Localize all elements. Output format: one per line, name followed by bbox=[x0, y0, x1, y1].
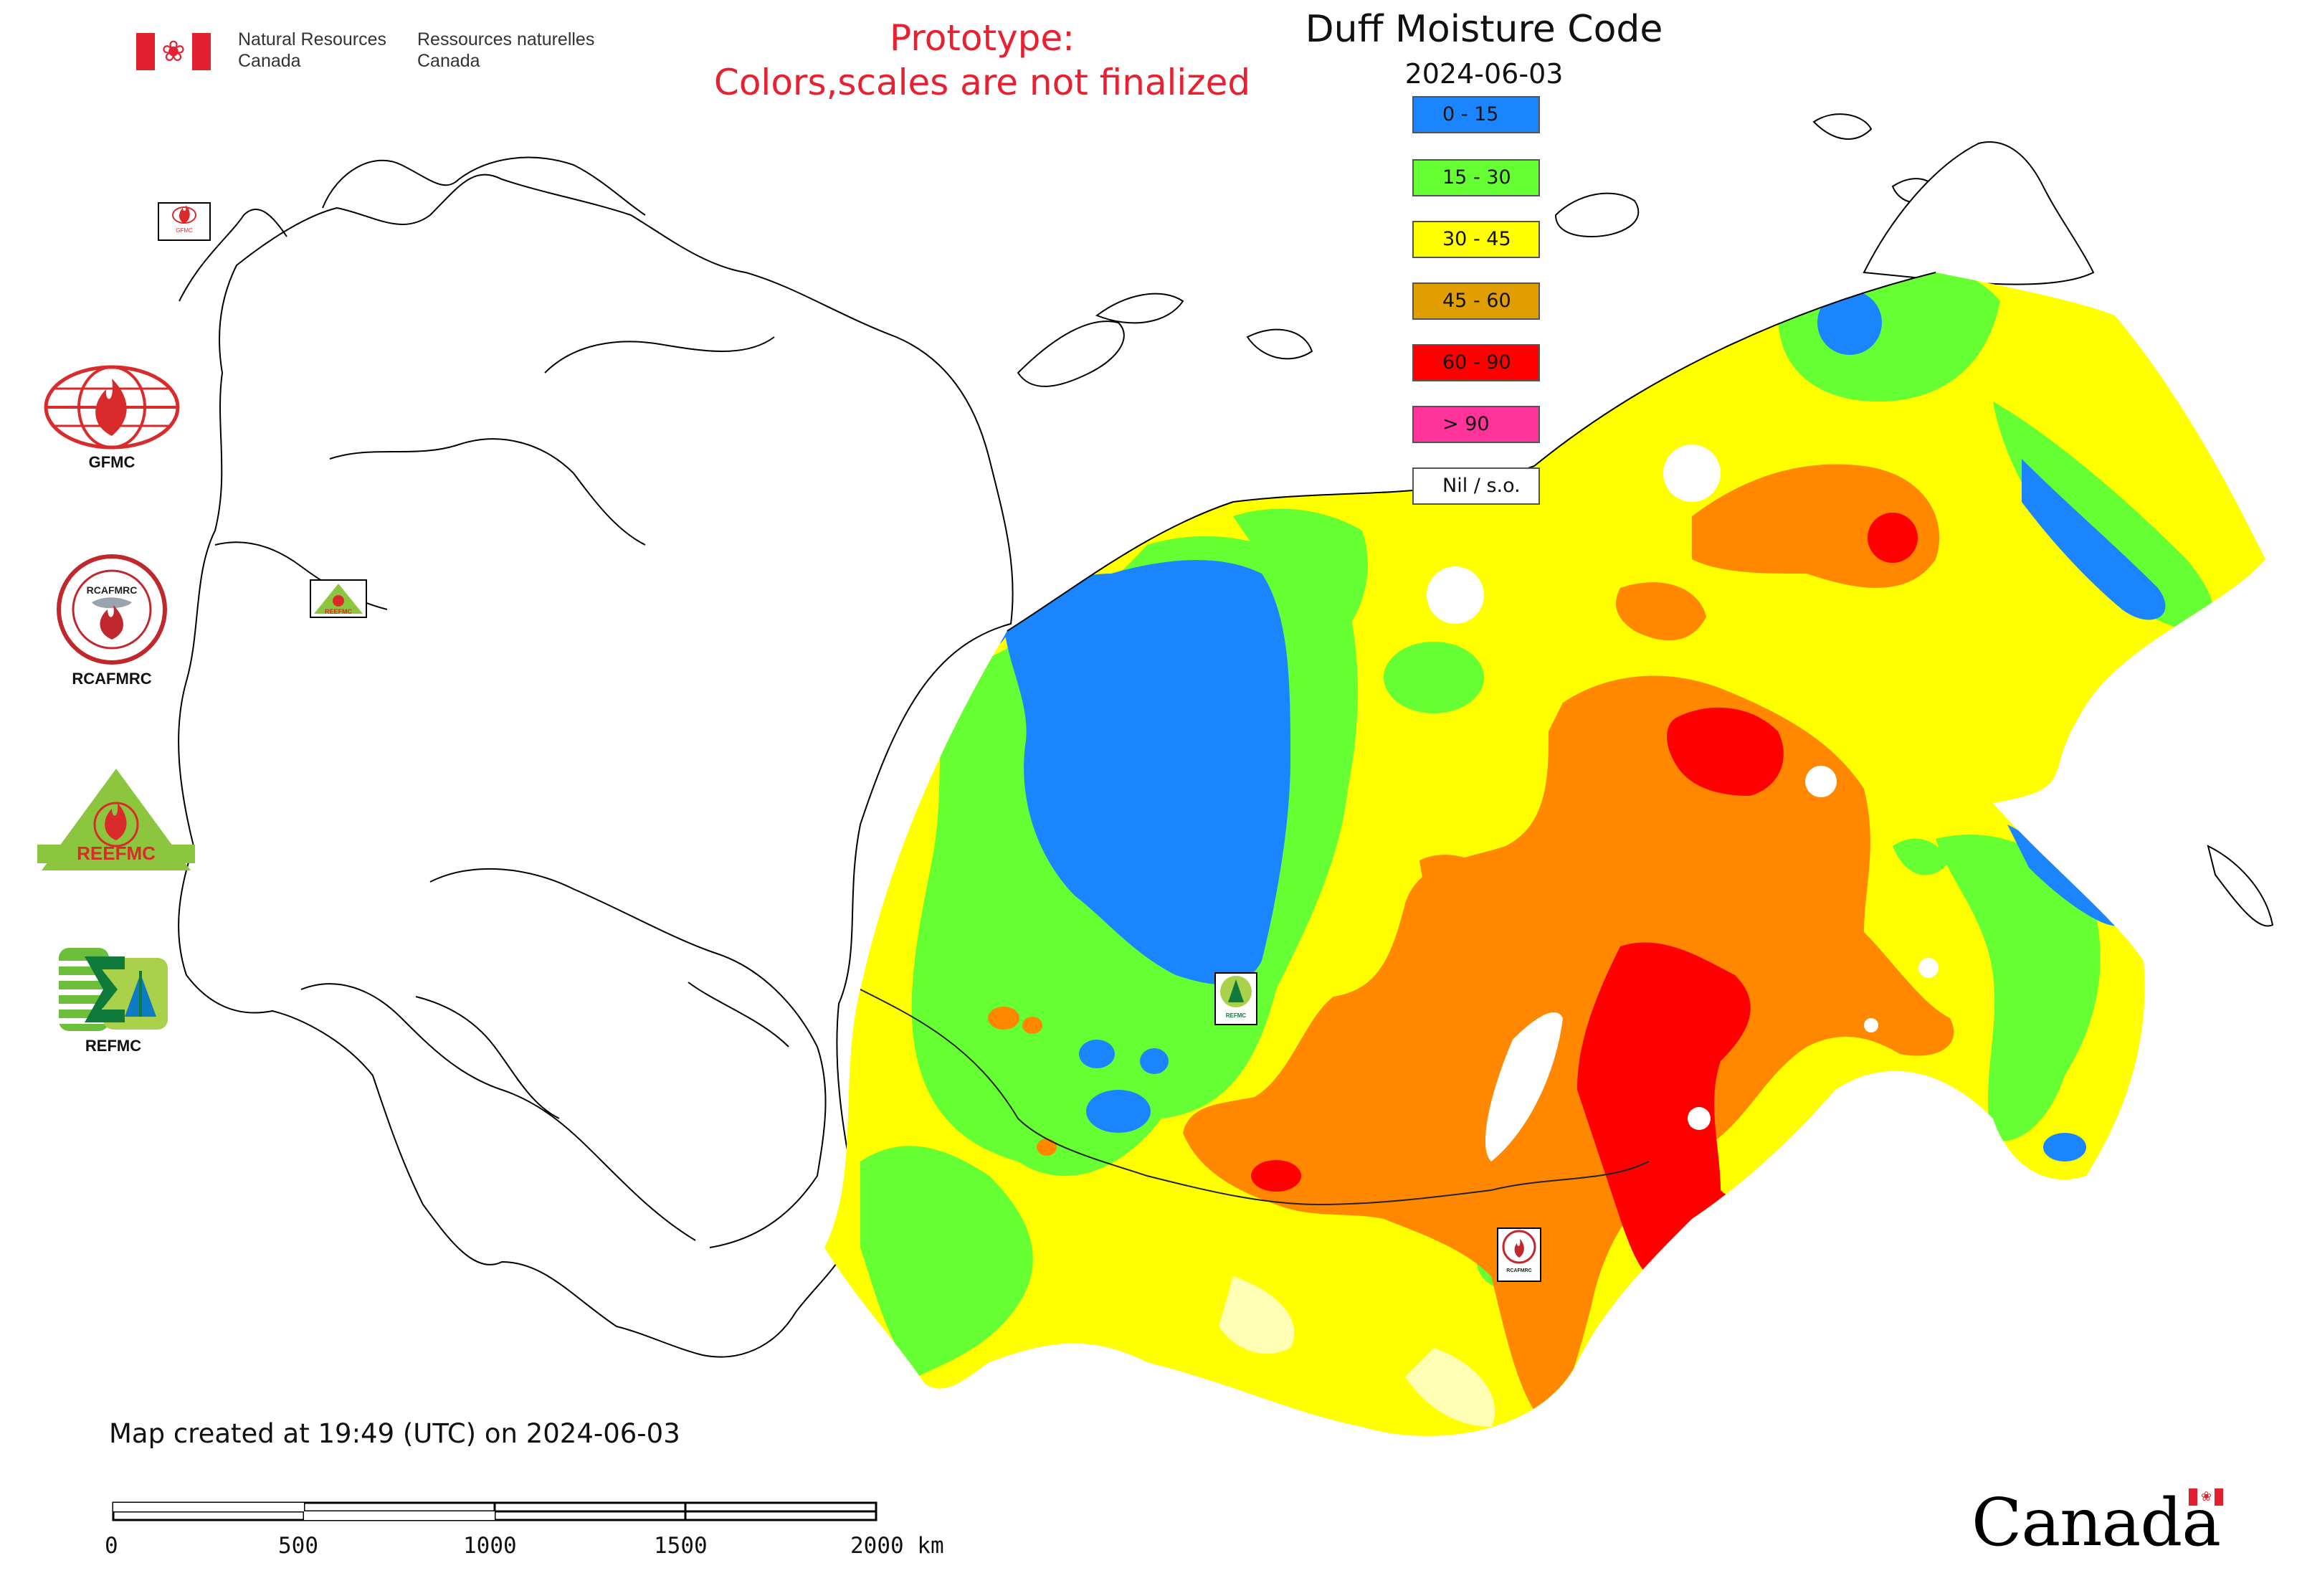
canada-wordmark: Canada ❀ bbox=[1972, 1484, 2224, 1561]
svg-text:REEFMC: REEFMC bbox=[77, 842, 156, 864]
gfmc-globe-flame-icon bbox=[44, 365, 180, 450]
refmc-sigma-icon bbox=[59, 948, 168, 1031]
legend-item-45-60: 45 - 60 bbox=[1412, 282, 1540, 320]
refmc-map-marker[interactable]: REFMC bbox=[1214, 972, 1257, 1025]
marker-caption: REEFMC bbox=[325, 608, 352, 615]
agency-name-fr: Ressources naturelles Canada bbox=[417, 29, 595, 71]
logo-caption: RCAFMRC bbox=[72, 670, 152, 688]
gfmc-marker-icon bbox=[172, 205, 196, 224]
scale-tick-1000: 1000 bbox=[463, 1533, 517, 1559]
rcafmrc-marker-icon bbox=[1502, 1230, 1536, 1264]
scale-bar: 0 500 1000 1500 2000 km bbox=[105, 1501, 944, 1559]
scale-tick-1500: 1500 bbox=[654, 1533, 708, 1559]
rcafmrc-seal-icon: RCAFMRC bbox=[57, 554, 167, 665]
legend-item-nil: Nil / s.o. bbox=[1412, 467, 1540, 505]
legend-item-15-30: 15 - 30 bbox=[1412, 159, 1540, 196]
nrcan-signature: ❀ Natural Resources Canada Ressources na… bbox=[136, 27, 609, 77]
scale-bar-graphic bbox=[112, 1501, 877, 1521]
logo-caption: REFMC bbox=[85, 1037, 142, 1055]
map-created-note: Map created at 19:49 (UTC) on 2024-06-03 bbox=[109, 1418, 680, 1449]
canada-flag-icon: ❀ bbox=[136, 33, 211, 70]
legend-item-over-90: > 90 bbox=[1412, 406, 1540, 443]
map-date: 2024-06-03 bbox=[1404, 58, 1564, 90]
marker-caption: RCAFMRC bbox=[1506, 1268, 1532, 1273]
legend-item-30-45: 30 - 45 bbox=[1412, 221, 1540, 258]
scale-tick-0: 0 bbox=[105, 1533, 118, 1559]
reefmc-map-marker[interactable]: REEFMC bbox=[310, 579, 367, 618]
refmc-marker-icon bbox=[1220, 976, 1252, 1007]
reefmc-logo: REEFMC bbox=[37, 766, 195, 876]
gfmc-logo: GFMC bbox=[40, 364, 184, 472]
rcafmrc-logo: RCAFMRC RCAFMRC bbox=[54, 552, 169, 688]
refmc-logo: REFMC bbox=[56, 945, 171, 1055]
prototype-notice: Prototype: Colors,scales are not finaliz… bbox=[713, 17, 1251, 103]
marker-caption: REFMC bbox=[1225, 1012, 1247, 1019]
reefmc-marker-icon bbox=[314, 584, 363, 614]
legend-item-0-15: 0 - 15 bbox=[1412, 96, 1540, 133]
scale-tick-500: 500 bbox=[278, 1533, 318, 1559]
agency-name-en: Natural Resources Canada bbox=[238, 29, 387, 71]
reefmc-triangle-icon: REEFMC bbox=[37, 769, 195, 870]
base-map-outlines bbox=[178, 113, 2274, 1358]
marker-caption: GFMC bbox=[176, 227, 193, 234]
map-title: Duff Moisture Code bbox=[1305, 8, 1663, 51]
legend-item-60-90: 60 - 90 bbox=[1412, 344, 1540, 381]
dmc-raster bbox=[824, 272, 2265, 1436]
svg-text:RCAFMRC: RCAFMRC bbox=[87, 584, 138, 596]
gfmc-map-marker[interactable]: GFMC bbox=[158, 202, 211, 241]
wordmark-flag-icon: ❀ bbox=[2189, 1488, 2224, 1506]
logo-caption: GFMC bbox=[88, 453, 135, 471]
scale-tick-2000: 2000 km bbox=[850, 1533, 944, 1559]
rcafmrc-map-marker[interactable]: RCAFMRC bbox=[1497, 1227, 1541, 1282]
mongolia-russia-border bbox=[860, 989, 1650, 1206]
canada-wordmark-text: Canada bbox=[1972, 1484, 2221, 1561]
